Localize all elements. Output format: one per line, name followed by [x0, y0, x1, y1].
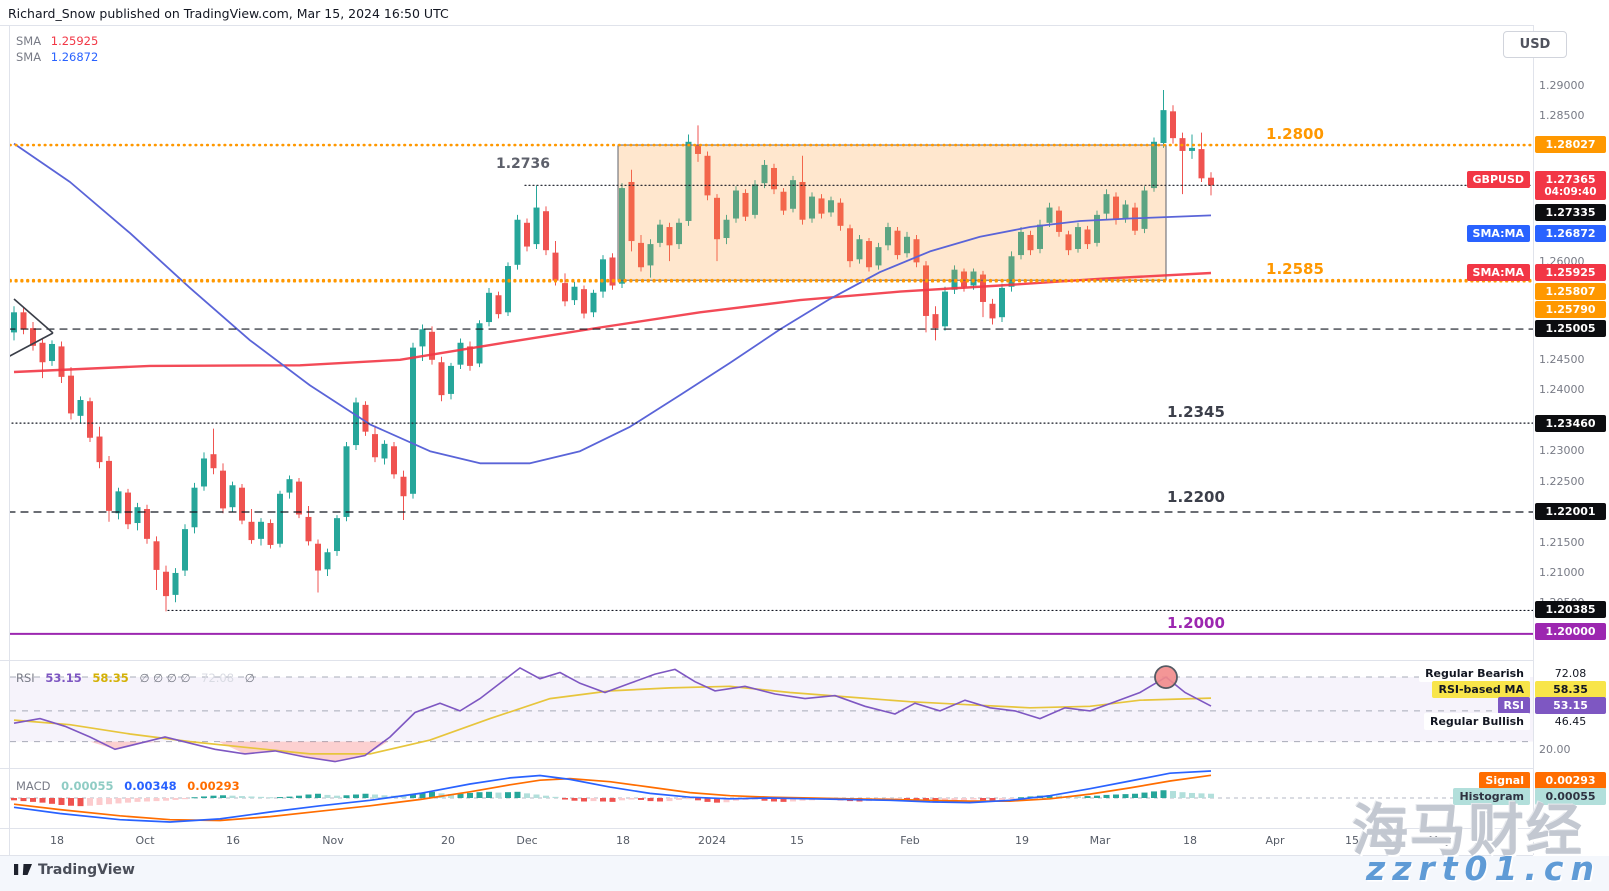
axis-badge-tag: RSI-based MA [1432, 681, 1530, 698]
axis-value-badge: 1.28027 [1535, 136, 1606, 153]
axis-value-badge: 1.25925 [1535, 264, 1606, 281]
macd-hist-value: 0.00055 [61, 779, 114, 793]
axis-value-badge: 1.25807 [1535, 283, 1606, 300]
time-axis-tick: Apr [1265, 834, 1285, 847]
legend-sma-label: SMA [16, 34, 42, 48]
time-axis-tick: 15 [1345, 834, 1359, 847]
tradingview-logo[interactable]: TradingView [14, 861, 135, 878]
price-axis-tick: 1.24000 [1539, 383, 1585, 396]
axis-badge-tag: GBPUSD [1466, 171, 1530, 188]
axis-value-badge: 1.26872 [1535, 225, 1606, 242]
time-axis-tick: May [1428, 834, 1452, 847]
price-axis-tick: 1.21000 [1539, 566, 1585, 579]
macd-line-value: 0.00348 [124, 779, 177, 793]
currency-toggle-button[interactable]: USD [1503, 31, 1567, 58]
annotation-resistance-1-2800: 1.2800 [1266, 125, 1324, 143]
rsi-upper-band-value: 72.08 [201, 671, 235, 685]
tradingview-logo-text: TradingView [38, 861, 135, 878]
axis-value-badge: 72.08 [1554, 667, 1587, 680]
annotation-december-high: 1.2736 [495, 156, 551, 172]
tradingview-logo-icon [14, 864, 32, 875]
rsi-label: RSI [16, 671, 35, 685]
legend-sma-fast[interactable]: SMA 1.25925 [16, 34, 98, 48]
watermark-site-url: zzrt01.cn [1366, 849, 1601, 888]
axis-badge-tag: SMA:MA [1466, 264, 1530, 281]
rsi-hidden-inputs: ∅ ∅ ∅ ∅ [139, 671, 191, 685]
rsi-value: 53.15 [45, 671, 82, 685]
time-axis-tick: 18 [1183, 834, 1197, 847]
time-axis-tick: 20 [441, 834, 455, 847]
legend-sma-slow[interactable]: SMA 1.26872 [16, 50, 98, 64]
axis-value-badge: 1.27335 [1535, 204, 1606, 221]
time-axis-tick: 18 [616, 834, 630, 847]
axis-value-badge: 58.35 [1535, 681, 1606, 698]
legend-sma-value: 1.25925 [50, 34, 99, 48]
time-axis-tick: 16 [226, 834, 240, 847]
time-axis-tick: 2024 [698, 834, 726, 847]
time-axis-tick: Dec [516, 834, 538, 847]
axis-badge-tag: Histogram [1453, 788, 1530, 805]
publish-caption: Richard_Snow published on TradingView.co… [8, 6, 449, 21]
time-axis-tick: 18 [50, 834, 64, 847]
rsi-indicator-legend[interactable]: RSI 53.15 58.35 ∅ ∅ ∅ ∅ 72.08 ∅ [16, 671, 262, 685]
rsi-ma-value: 58.35 [92, 671, 129, 685]
axis-value-badge: 1.23460 [1535, 415, 1606, 432]
axis-badge-tag: Signal [1479, 772, 1530, 789]
axis-value-badge: 46.45 [1554, 715, 1587, 728]
time-axis-tick: Oct [135, 834, 155, 847]
legend-sma-label: SMA [16, 50, 42, 64]
axis-value-badge: 1.20385 [1535, 601, 1606, 618]
axis-value-badge: 0.00055 [1535, 788, 1606, 805]
annotation-level-1-2200: 1.2200 [1167, 488, 1225, 506]
annotation-level-1-2000: 1.2000 [1167, 614, 1225, 632]
candle-close-countdown: 04:09:40 [1544, 186, 1597, 198]
time-axis-tick: Mar [1089, 834, 1111, 847]
macd-label: MACD [16, 779, 51, 793]
watermark-site-name: 海马财经 [1352, 799, 1584, 864]
rsi-hidden-input: ∅ [244, 671, 255, 685]
time-axis-tick: 19 [1015, 834, 1029, 847]
annotation-level-1-2345: 1.2345 [1167, 403, 1225, 421]
price-axis-tick: 1.21500 [1539, 536, 1585, 549]
axis-value-badge: 0.00293 [1535, 772, 1606, 789]
macd-indicator-legend[interactable]: MACD 0.00055 0.00348 0.00293 [16, 779, 247, 793]
time-axis-tick: Feb [900, 834, 920, 847]
axis-value-badge: 53.15 [1535, 697, 1606, 714]
axis-badge-tag: Regular Bullish [1424, 713, 1530, 730]
axis-value-badge: 1.25005 [1535, 320, 1606, 337]
price-axis-tick: 1.28500 [1539, 109, 1585, 122]
price-axis-tick: 1.24500 [1539, 353, 1585, 366]
axis-value-badge: 1.27365 04:09:40 [1535, 171, 1606, 200]
time-axis-tick: 15 [790, 834, 804, 847]
axis-value-badge: 1.22001 [1535, 503, 1606, 520]
price-axis-tick: 1.23000 [1539, 444, 1585, 457]
legend-sma-value: 1.26872 [50, 50, 99, 64]
axis-value-badge: 1.25790 [1535, 301, 1606, 318]
axis-badge-tag: Regular Bearish [1419, 665, 1530, 682]
price-axis-tick: 1.22500 [1539, 475, 1585, 488]
axis-value-badge: 1.20000 [1535, 623, 1606, 640]
macd-signal-value: 0.00293 [187, 779, 240, 793]
price-axis-tick: 20.00 [1539, 743, 1571, 756]
axis-badge-tag: SMA:MA [1466, 225, 1530, 242]
time-axis-tick: Nov [322, 834, 344, 847]
annotation-support-1-2585: 1.2585 [1266, 260, 1324, 278]
price-axis-tick: 1.29000 [1539, 79, 1585, 92]
page-bottom-strip [0, 856, 1609, 891]
axis-badge-tag: RSI [1497, 697, 1530, 714]
